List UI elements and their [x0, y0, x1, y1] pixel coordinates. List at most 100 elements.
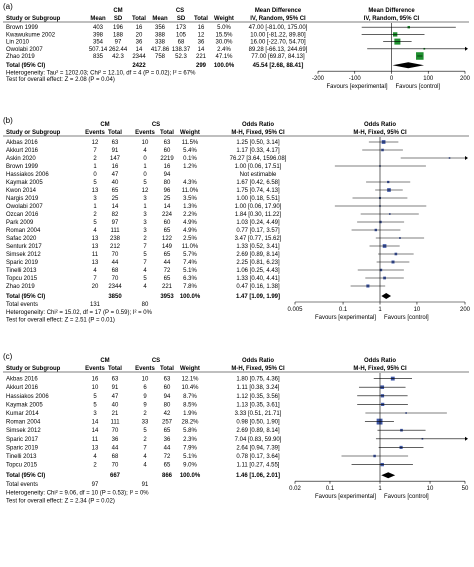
cell-value: 147: [110, 156, 121, 162]
total-ci: 45.54 [2.68, 88.41]: [253, 63, 304, 69]
cell-value: 65: [164, 463, 171, 469]
cell-value: 20: [136, 32, 143, 38]
cell-value: 14: [198, 47, 205, 53]
cell-value: 11: [92, 252, 99, 258]
cell-value: 80: [164, 402, 171, 408]
x-tick-label: 50: [462, 486, 469, 492]
cell-value: 33: [142, 420, 149, 426]
ci-value: 0.77 [0.17, 3.57]: [236, 228, 280, 234]
ci-value: 7.04 [0.83, 59.90]: [235, 437, 282, 443]
cell-value: 111: [110, 420, 120, 426]
total-ci: 1.47 [1.09, 1.99]: [236, 294, 280, 300]
column-header: Total: [132, 16, 146, 22]
cell-value: 14: [92, 420, 99, 426]
column-header: Total: [108, 130, 122, 136]
cell-value: 3: [143, 228, 147, 234]
cell-value: 7: [143, 260, 147, 266]
favours-left-label: Favours [experimental]: [326, 84, 387, 90]
weight-value: 0.1%: [183, 156, 197, 162]
plot-header: Odds Ratio: [364, 358, 396, 364]
cell-value: 13: [92, 260, 99, 266]
cell-value: 5: [93, 220, 97, 226]
study-name: Hassiakos 2006: [6, 394, 49, 400]
study-name: Sparic 2017: [6, 437, 39, 443]
cell-value: 65: [164, 228, 171, 234]
study-name: Kwawukume 2002: [6, 32, 56, 38]
cell-value: 111: [110, 228, 120, 234]
weight-value: 1.2%: [183, 164, 197, 170]
ci-value: 2.69 [0.89, 8.14]: [236, 252, 280, 258]
weight-value: 7.4%: [183, 260, 197, 266]
column-header: Study or Subgroup: [6, 130, 61, 136]
ci-arrow: [465, 46, 468, 51]
cell-value: 238: [110, 236, 121, 242]
cell-value: 42.3: [112, 54, 124, 60]
cell-value: 13: [92, 445, 99, 451]
group2-header: CS: [152, 358, 160, 364]
weight-value: 5.0%: [217, 25, 231, 31]
ci-value: 1.00 [0.06, 17.90]: [235, 204, 282, 210]
cell-value: 10: [142, 140, 149, 146]
x-tick-label: 1: [378, 307, 382, 313]
effect-subheader: M-H, Fixed, 95% CI: [231, 130, 285, 136]
effect-subheader: M-H, Fixed, 95% CI: [231, 366, 285, 372]
cell-value: 65: [112, 188, 119, 194]
study-name: Kaymak 2005: [6, 402, 43, 408]
cell-value: 13: [92, 244, 99, 250]
cell-value: 25: [164, 196, 171, 202]
x-tick-label: 100: [423, 76, 434, 82]
cell-value: 40: [112, 180, 119, 186]
ci-value: 1.33 [0.52, 3.41]: [236, 244, 280, 250]
cell-value: 835: [93, 54, 104, 60]
weight-value: 2.5%: [183, 236, 197, 242]
cell-value: 44: [112, 445, 119, 451]
study-name: Owolabi 2007: [6, 204, 43, 210]
cell-value: 12: [198, 32, 205, 38]
weight-value: 15.5%: [215, 32, 233, 38]
ci-value: 0.98 [0.50, 1.90]: [236, 420, 280, 426]
cell-value: 354: [93, 40, 104, 46]
study-name: Nargis 2019: [6, 196, 39, 202]
study-name: Owolabi 2007: [6, 47, 43, 53]
total-ci: 1.46 [1.06, 2.01]: [236, 473, 280, 479]
x-tick-label: 0.005: [287, 307, 303, 313]
cell-value: 2219: [160, 156, 174, 162]
cell-value: 5: [143, 276, 147, 282]
column-header: Events: [85, 130, 105, 136]
cell-value: 7: [93, 276, 97, 282]
group1-header: CM: [100, 122, 109, 128]
weight-value: 5.1%: [183, 454, 197, 460]
cell-value: 0: [93, 172, 97, 178]
favours-right-label: Favours [control]: [384, 315, 429, 321]
study-name: Akkurt 2016: [6, 148, 39, 154]
footnote: Test for overall effect: Z = 2.51 (P = 0…: [6, 318, 115, 324]
cell-value: 70: [112, 276, 119, 282]
column-header: Total: [160, 130, 174, 136]
cell-value: 60: [164, 220, 171, 226]
ci-value: 3.33 [0.51, 21.71]: [235, 411, 282, 417]
panel-label: (b): [3, 116, 13, 125]
cell-value: 5: [143, 180, 147, 186]
cell-value: 68: [178, 40, 185, 46]
group2-header: CS: [176, 8, 184, 14]
cell-value: 14: [164, 204, 171, 210]
ci-value: 1.75 [0.74, 4.13]: [236, 188, 280, 194]
cell-value: 14: [112, 204, 119, 210]
cell-value: 1: [93, 204, 97, 210]
cell-value: 36: [164, 437, 171, 443]
panel-label: (c): [3, 352, 13, 361]
weight-value: 5.7%: [183, 252, 197, 258]
ci-value: 76.27 [3.64, 1596.08]: [230, 156, 287, 162]
weight-value: 2.3%: [183, 437, 197, 443]
cell-value: 3: [143, 220, 147, 226]
cell-value: 4: [93, 228, 97, 234]
cell-value: 0: [143, 156, 147, 162]
total-n2: 866: [162, 473, 173, 479]
cell-value: 2: [93, 212, 97, 218]
weight-value: 9.0%: [183, 463, 197, 469]
cell-value: 221: [162, 284, 173, 290]
cell-value: 257: [162, 420, 173, 426]
weight-value: 11.0%: [182, 188, 199, 194]
weight-value: 5.4%: [183, 148, 197, 154]
